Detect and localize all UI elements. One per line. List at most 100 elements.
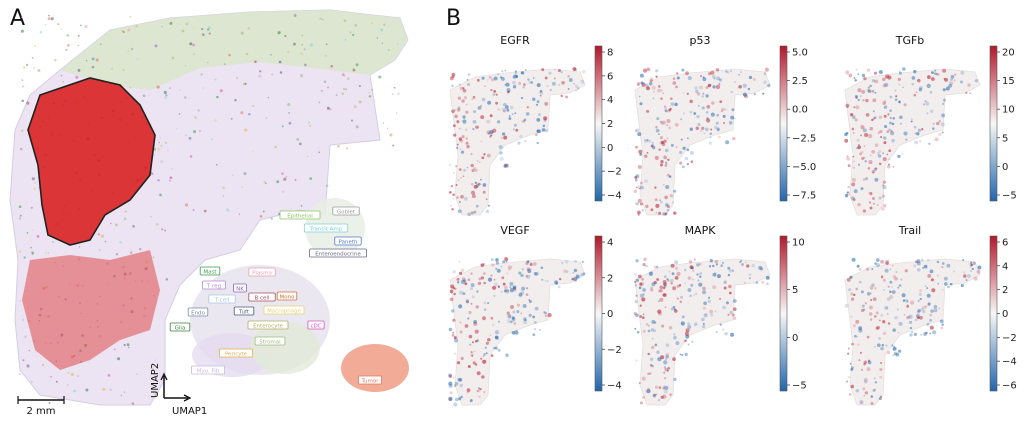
map-dot bbox=[655, 203, 660, 208]
map-dot bbox=[561, 261, 564, 264]
tissue-dot bbox=[284, 34, 287, 38]
map-dot bbox=[451, 75, 455, 79]
tissue-dot bbox=[202, 33, 205, 36]
map-dot bbox=[453, 292, 456, 296]
map-dot bbox=[536, 83, 541, 88]
map-dot bbox=[938, 132, 942, 137]
map-dot bbox=[530, 81, 533, 84]
tissue-dot bbox=[77, 44, 80, 47]
map-dot bbox=[848, 376, 851, 379]
tissue-dot bbox=[265, 117, 268, 119]
map-dot bbox=[455, 184, 458, 186]
map-dot bbox=[534, 271, 539, 276]
map-dot bbox=[652, 97, 655, 100]
map-dot bbox=[489, 114, 493, 118]
map-dot bbox=[889, 109, 892, 112]
map-dot bbox=[635, 202, 639, 206]
map-dot bbox=[866, 291, 871, 296]
map-dot bbox=[879, 375, 883, 379]
map-dot bbox=[672, 77, 676, 80]
tissue-dot bbox=[193, 27, 195, 30]
map-dot bbox=[506, 90, 510, 94]
map-dot bbox=[656, 278, 659, 281]
map-dot bbox=[929, 332, 932, 335]
svg-text:Goblet: Goblet bbox=[337, 210, 356, 216]
map-dot bbox=[479, 388, 482, 391]
colorbar-tick-label: 0 bbox=[792, 333, 798, 344]
map-dot bbox=[452, 270, 456, 274]
map-dot bbox=[480, 140, 483, 143]
map-dot bbox=[699, 271, 703, 276]
map-dot bbox=[497, 284, 500, 288]
map-dot bbox=[635, 313, 639, 318]
tissue-dot bbox=[199, 130, 201, 132]
map-dot bbox=[495, 93, 498, 96]
map-dot bbox=[505, 353, 509, 357]
tissue-dot bbox=[47, 252, 50, 254]
map-dot bbox=[903, 131, 908, 136]
map-dot bbox=[869, 126, 874, 131]
map-dot bbox=[642, 288, 646, 292]
tissue-dot bbox=[31, 177, 35, 181]
map-dot bbox=[680, 138, 683, 141]
map-dot bbox=[567, 75, 570, 78]
tissue-dot bbox=[109, 388, 113, 392]
tissue-dot bbox=[188, 136, 192, 140]
map-dot bbox=[718, 83, 721, 86]
map-dot bbox=[657, 309, 662, 314]
map-dot bbox=[684, 339, 687, 343]
map-dot bbox=[481, 97, 486, 102]
tissue-dot bbox=[222, 195, 224, 197]
map-dot bbox=[494, 335, 499, 340]
tissue-dot bbox=[104, 240, 107, 243]
tissue-dot bbox=[303, 48, 306, 51]
map-dot bbox=[533, 320, 537, 324]
tissue-dot bbox=[50, 375, 52, 378]
map-dot bbox=[680, 118, 683, 121]
map-dot bbox=[675, 341, 680, 346]
map-dot bbox=[458, 127, 461, 130]
map-dot bbox=[535, 103, 539, 106]
map-dot bbox=[916, 259, 921, 264]
tissue-dot bbox=[123, 391, 126, 393]
map-dot bbox=[931, 71, 934, 74]
tissue-dot bbox=[123, 217, 127, 221]
map-dot bbox=[878, 115, 883, 119]
tissue-dot bbox=[240, 111, 244, 115]
map-dot bbox=[927, 75, 931, 79]
map-dot bbox=[644, 154, 648, 158]
map-dot bbox=[898, 321, 903, 326]
map-dot bbox=[511, 318, 515, 322]
tissue-dot bbox=[22, 359, 25, 362]
map-dot bbox=[465, 103, 468, 106]
map-dot bbox=[654, 198, 658, 202]
map-dot bbox=[859, 399, 864, 404]
colorbar bbox=[779, 235, 788, 392]
map-dot bbox=[553, 77, 556, 80]
map-dot bbox=[638, 149, 643, 154]
tissue-dot bbox=[343, 19, 347, 22]
map-dot bbox=[844, 138, 849, 143]
panel-b-letter: B bbox=[446, 6, 462, 31]
map-dot bbox=[480, 357, 483, 360]
map-dot bbox=[879, 367, 883, 372]
map-dot bbox=[674, 266, 679, 270]
map-dot bbox=[581, 260, 584, 263]
map-dot bbox=[451, 72, 456, 77]
map-dot bbox=[928, 142, 931, 145]
map-dot bbox=[847, 164, 851, 168]
map-dot bbox=[882, 331, 887, 336]
map-dot bbox=[963, 271, 966, 274]
map-dot bbox=[475, 125, 479, 130]
map-dot bbox=[714, 310, 717, 313]
tissue-dot bbox=[171, 168, 173, 170]
map-dot bbox=[495, 267, 498, 270]
map-dot bbox=[499, 151, 503, 155]
map-dot bbox=[898, 70, 901, 73]
map-dot bbox=[565, 270, 569, 274]
map-dot bbox=[705, 86, 709, 89]
map-dot bbox=[456, 196, 459, 199]
map-dot bbox=[642, 263, 646, 267]
map-dot bbox=[931, 77, 935, 81]
tissue-dot bbox=[320, 89, 323, 92]
